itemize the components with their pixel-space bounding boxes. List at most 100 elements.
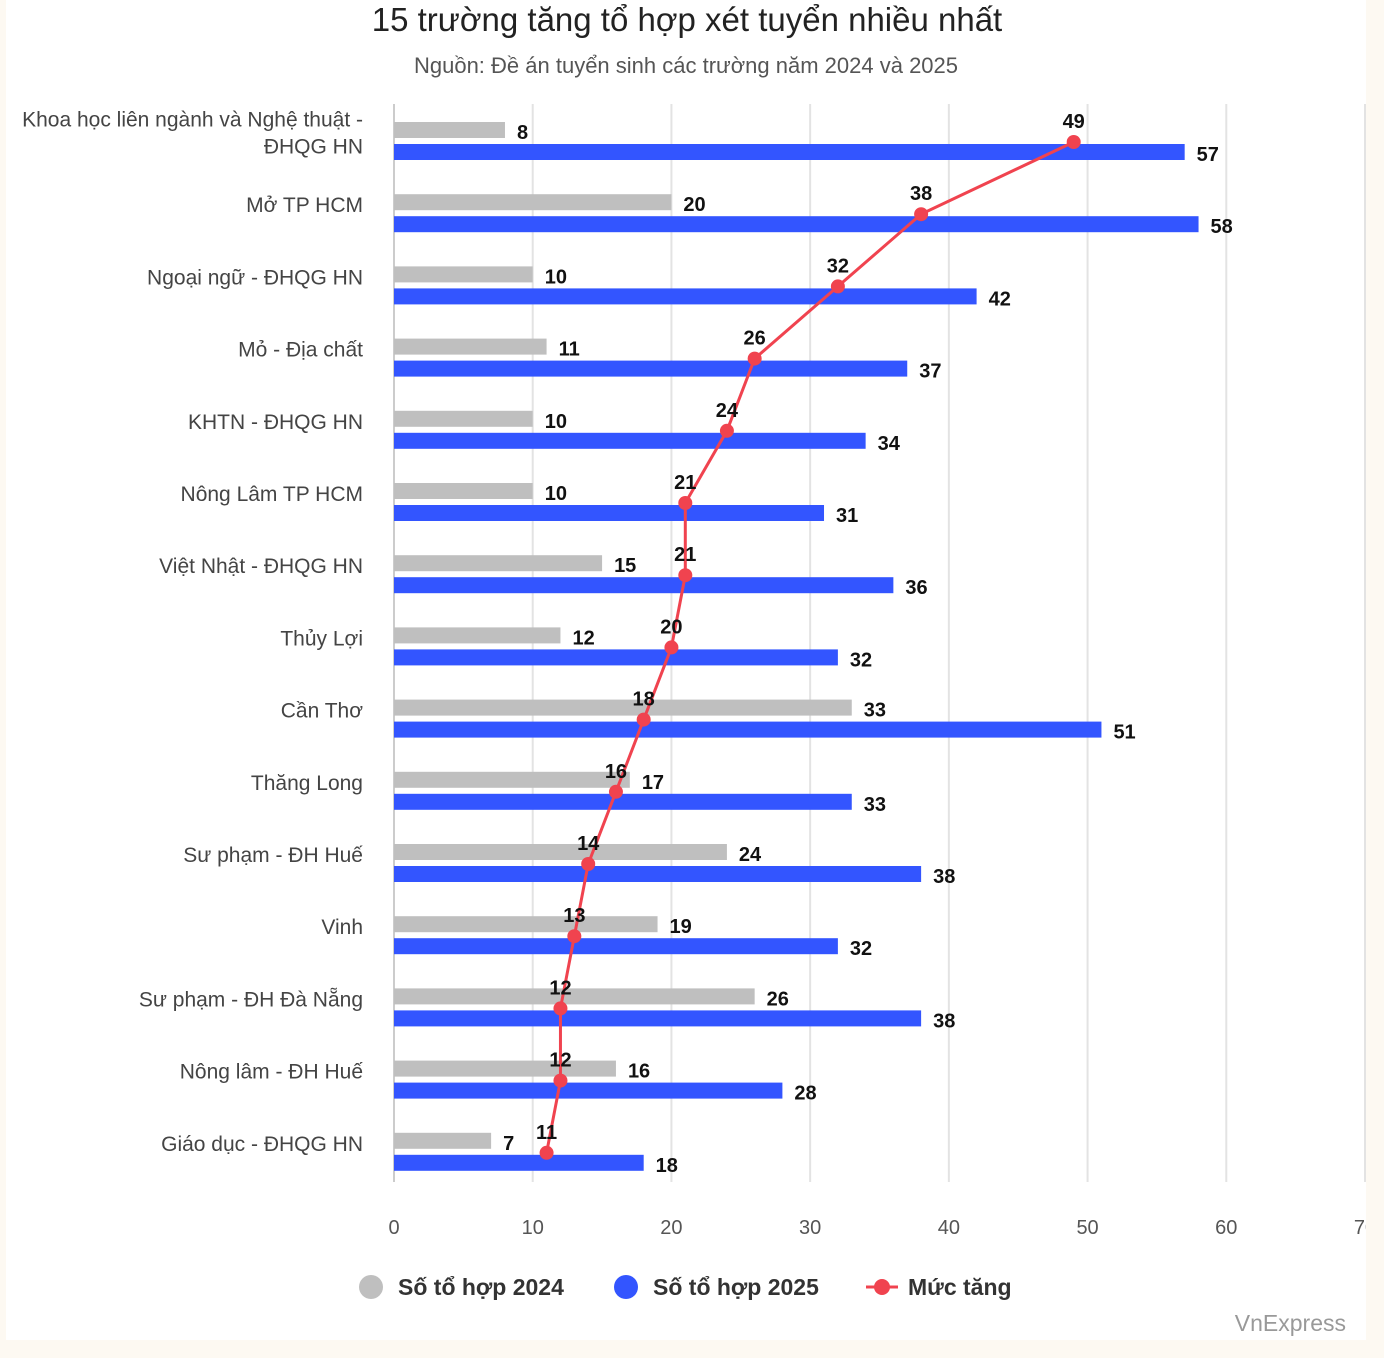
category-label: ĐHQG HN bbox=[264, 136, 363, 159]
bar-2025 bbox=[394, 1082, 783, 1099]
increase-point bbox=[678, 496, 693, 510]
legend-label-2024[interactable]: Số tổ hợp 2024 bbox=[398, 1274, 564, 1300]
bar-2024 bbox=[394, 988, 755, 1005]
increase-value-label: 11 bbox=[536, 1122, 557, 1144]
increase-point bbox=[553, 1001, 568, 1016]
chart: 15 trường tăng tổ hợp xét tuyển nhiều nh… bbox=[22, 1, 1366, 1336]
bar-2024-value-label: 33 bbox=[864, 700, 886, 722]
bar-2025 bbox=[394, 577, 894, 594]
increase-point bbox=[553, 1073, 568, 1088]
bar-2025 bbox=[394, 866, 922, 882]
bar-2024 bbox=[394, 1060, 616, 1077]
legend[interactable]: Số tổ hợp 2024 Số tổ hợp 2025 Mức tăng bbox=[359, 1274, 1012, 1300]
increase-value-label: 20 bbox=[660, 616, 682, 638]
bar-2024 bbox=[394, 1132, 492, 1149]
increase-point bbox=[636, 712, 651, 727]
increase-value-label: 26 bbox=[744, 328, 766, 350]
increase-value-label: 21 bbox=[674, 544, 696, 566]
bar-2024-value-label: 12 bbox=[572, 627, 594, 649]
bar-2024 bbox=[394, 771, 630, 788]
bar-2025-value-label: 51 bbox=[1113, 722, 1135, 744]
category-label: Giáo dục - ĐHQG HN bbox=[161, 1133, 363, 1156]
increase-value-label: 13 bbox=[563, 905, 585, 927]
x-tick-label: 50 bbox=[1076, 1217, 1098, 1239]
x-tick-label: 40 bbox=[938, 1217, 960, 1239]
bar-2024 bbox=[394, 627, 561, 644]
chart-panel: 15 trường tăng tổ hợp xét tuyển nhiều nh… bbox=[6, 0, 1366, 1340]
source-label: VnExpress bbox=[1235, 1310, 1346, 1336]
chart-subtitle: Nguồn: Đề án tuyển sinh các trường năm 2… bbox=[414, 53, 958, 78]
bar-2024-value-label: 8 bbox=[517, 122, 528, 144]
legend-marker-increase[interactable] bbox=[874, 1279, 890, 1295]
bar-2024-value-label: 16 bbox=[628, 1061, 650, 1083]
bar-2024 bbox=[394, 699, 852, 716]
increase-value-label: 49 bbox=[1063, 111, 1085, 133]
increase-point bbox=[581, 857, 596, 871]
category-label: Mở TP HCM bbox=[246, 194, 363, 217]
increase-point bbox=[830, 279, 845, 294]
bar-2025 bbox=[394, 721, 1102, 738]
bar-2024-value-label: 20 bbox=[683, 194, 705, 216]
category-label: Thăng Long bbox=[251, 772, 363, 795]
bar-2024 bbox=[394, 410, 533, 427]
x-tick-label: 30 bbox=[799, 1217, 821, 1239]
bar-2025-value-label: 32 bbox=[850, 938, 872, 960]
increase-point bbox=[747, 351, 762, 366]
x-tick-label: 10 bbox=[522, 1217, 544, 1239]
x-tick-label: 20 bbox=[660, 1217, 682, 1239]
legend-marker-2025[interactable] bbox=[614, 1275, 638, 1299]
category-label: KHTN - ĐHQG HN bbox=[188, 411, 363, 434]
bar-2025 bbox=[394, 360, 908, 377]
increase-point bbox=[608, 784, 623, 799]
bar-2025-value-label: 38 bbox=[933, 1010, 955, 1032]
bar-2025 bbox=[394, 432, 866, 449]
bar-2025-value-label: 32 bbox=[850, 649, 872, 671]
increase-point bbox=[678, 568, 693, 583]
data-labels: 8 57 20 58 10 42 11 37 10 34 10 31 15 36 12 32 33 51 17 33 2… bbox=[503, 111, 1233, 1177]
increase-point bbox=[914, 207, 929, 222]
increase-point bbox=[567, 929, 582, 944]
increase-value-label: 12 bbox=[549, 977, 571, 999]
bar-2024-value-label: 19 bbox=[670, 916, 692, 938]
category-label: Vinh bbox=[321, 916, 363, 939]
bar-2024-value-label: 10 bbox=[545, 483, 567, 505]
bar-2025 bbox=[394, 1010, 922, 1027]
bar-2024-value-label: 17 bbox=[642, 772, 664, 794]
category-label: Khoa học liên ngành và Nghệ thuật - bbox=[22, 109, 363, 132]
bar-2025-value-label: 57 bbox=[1197, 144, 1219, 166]
category-label: Sư phạm - ĐH Đà Nẵng bbox=[139, 988, 363, 1011]
bar-2025-value-label: 58 bbox=[1211, 216, 1233, 238]
increase-value-label: 38 bbox=[910, 183, 932, 205]
increase-point bbox=[1066, 135, 1081, 149]
bar-2025-value-label: 42 bbox=[989, 288, 1011, 310]
category-label: Cần Thơ bbox=[281, 700, 363, 723]
category-label: Thủy Lợi bbox=[280, 627, 363, 650]
bar-2024 bbox=[394, 122, 505, 138]
bar-2025 bbox=[394, 649, 838, 666]
legend-label-2025[interactable]: Số tổ hợp 2025 bbox=[653, 1274, 819, 1300]
category-label: Sư phạm - ĐH Huế bbox=[183, 844, 363, 867]
bar-2024-value-label: 10 bbox=[545, 411, 567, 433]
increase-line bbox=[539, 135, 1081, 1160]
legend-marker-2024[interactable] bbox=[359, 1275, 383, 1299]
bar-2025 bbox=[394, 144, 1185, 160]
category-label: Mỏ - Địa chất bbox=[238, 339, 363, 362]
increase-value-label: 16 bbox=[605, 761, 627, 783]
bar-2024 bbox=[394, 194, 672, 211]
increase-point bbox=[719, 423, 734, 438]
bar-2025 bbox=[394, 1154, 644, 1171]
increase-value-label: 21 bbox=[674, 472, 696, 494]
x-tick-label: 0 bbox=[388, 1217, 399, 1239]
increase-value-label: 18 bbox=[633, 689, 655, 711]
legend-label-increase[interactable]: Mức tăng bbox=[908, 1274, 1012, 1300]
bar-2025-value-label: 37 bbox=[919, 361, 941, 383]
chart-title: 15 trường tăng tổ hợp xét tuyển nhiều nh… bbox=[372, 1, 1002, 38]
increase-value-label: 14 bbox=[577, 833, 600, 855]
bar-2024 bbox=[394, 844, 727, 860]
bar-2025-value-label: 18 bbox=[656, 1155, 678, 1177]
bar-2024 bbox=[394, 338, 547, 355]
bars bbox=[394, 122, 1199, 1171]
bar-2025 bbox=[394, 505, 825, 521]
bar-2024 bbox=[394, 916, 658, 933]
bar-2024-value-label: 10 bbox=[545, 266, 567, 288]
